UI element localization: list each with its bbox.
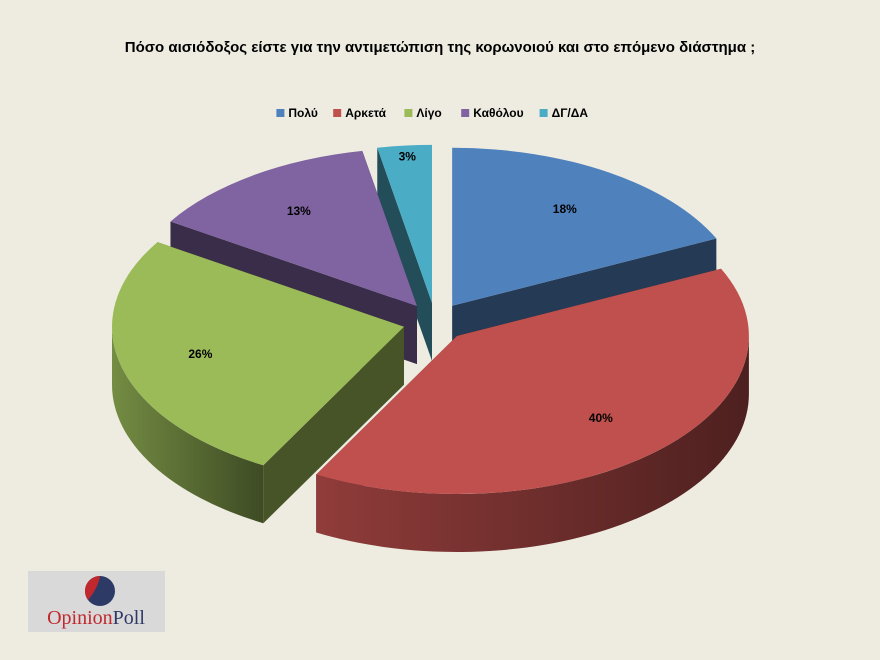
data-label: 18%	[553, 202, 577, 216]
legend-label: ΔΓ/ΔΑ	[552, 106, 589, 120]
logo-swoosh	[84, 576, 100, 600]
slice	[170, 150, 418, 307]
logo-second: Poll	[113, 607, 146, 629]
logo: OpinionPoll	[28, 571, 165, 632]
logo-first: Opinion	[47, 607, 113, 629]
legend-label: Πολύ	[288, 106, 317, 120]
data-label: 13%	[287, 204, 311, 218]
legend: Πολύ Αρκετά Λίγο Καθόλου ΔΓ/ΔΑ	[276, 106, 588, 120]
legend-label: Λίγο	[416, 106, 441, 120]
legend-swatch	[276, 109, 285, 117]
slice	[112, 242, 405, 466]
slice	[316, 268, 749, 494]
legend-label: Αρκετά	[345, 106, 386, 120]
legend-swatch	[539, 109, 548, 117]
logo-text: OpinionPoll	[47, 607, 145, 629]
slice-wall	[112, 326, 264, 524]
legend-swatch	[333, 109, 342, 117]
slice	[316, 268, 749, 552]
data-label: 40%	[589, 411, 613, 425]
slice-wall	[316, 335, 749, 552]
slice	[377, 144, 432, 361]
data-label: 3%	[399, 149, 417, 163]
slice	[112, 242, 405, 524]
data-label: 26%	[188, 347, 212, 361]
pie	[112, 144, 749, 552]
slice-cut-face	[263, 326, 405, 524]
slice	[452, 147, 717, 306]
legend-swatch	[404, 109, 413, 117]
legend-label: Καθόλου	[473, 106, 523, 120]
legend-swatch	[461, 109, 470, 117]
slice	[377, 144, 432, 303]
slice-cut-face	[377, 147, 432, 361]
chart-title: Πόσο αισιόδοξος είστε για την αντιμετώπι…	[125, 39, 755, 56]
